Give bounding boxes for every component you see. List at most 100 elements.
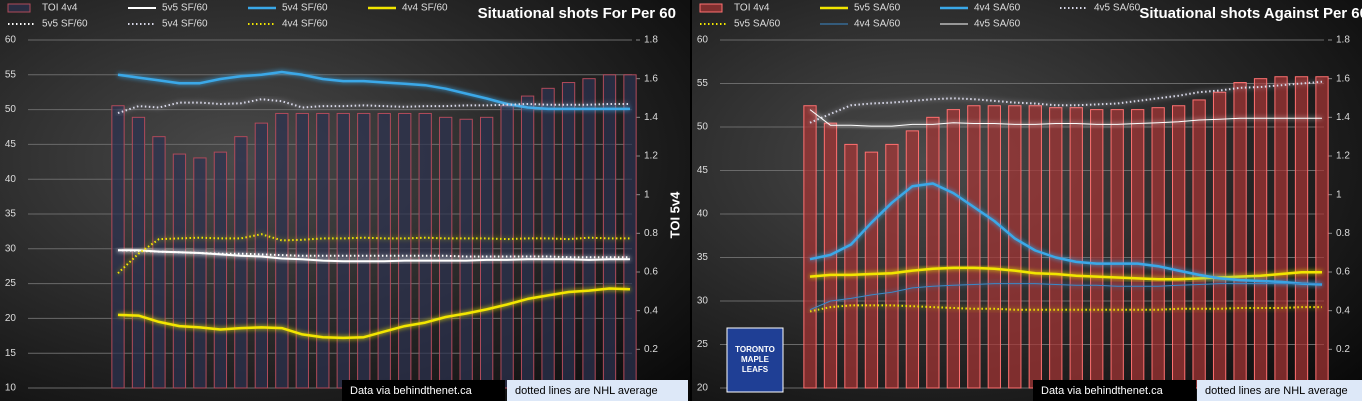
y2-tick-label: 1 xyxy=(644,189,650,200)
chart: Situational shots For Per 60 10 15 20 25 30 35… xyxy=(5,3,688,401)
bar xyxy=(357,112,371,389)
bar xyxy=(623,74,637,389)
y2-axis-label: TOI 5v4 xyxy=(1359,191,1362,239)
series-line xyxy=(117,249,630,259)
y-tick-label: 55 xyxy=(5,69,17,80)
annotation-box xyxy=(342,380,505,401)
bar xyxy=(1315,76,1329,389)
annotation-box xyxy=(1197,380,1362,401)
y-tick-label: 25 xyxy=(697,339,709,350)
y-tick-label: 15 xyxy=(5,348,17,359)
chart-title: Situational shots Against Per 60 xyxy=(1139,5,1362,22)
y-tick-label: 35 xyxy=(697,252,709,263)
annotation: Data via behindthenet.ca xyxy=(350,385,473,397)
y2-tick-label: 0.8 xyxy=(1336,228,1350,239)
bar xyxy=(500,105,514,389)
y-tick-label: 60 xyxy=(697,35,709,46)
logo-text: TORONTO xyxy=(735,345,775,354)
y2-tick-label: 1.4 xyxy=(1336,112,1350,123)
logo-text: MAPLE xyxy=(741,355,770,364)
bar xyxy=(1049,107,1063,389)
y2-tick-label: 0.8 xyxy=(644,228,658,239)
bar xyxy=(439,116,453,389)
bar xyxy=(193,157,207,389)
bar xyxy=(602,74,617,389)
bar xyxy=(213,151,228,389)
bar xyxy=(377,112,391,389)
bar xyxy=(582,78,596,389)
bar xyxy=(905,130,920,389)
annotation: dotted lines are NHL average xyxy=(1205,385,1348,397)
annotation: dotted lines are NHL average xyxy=(515,385,658,397)
bar xyxy=(1233,82,1247,389)
bar xyxy=(398,112,412,389)
legend-label: 5v5 SA/60 xyxy=(734,19,781,30)
y-tick-label: 30 xyxy=(5,243,17,254)
y-tick-label: 25 xyxy=(5,278,17,289)
bar xyxy=(316,112,330,389)
series-line xyxy=(809,182,1323,286)
series-line xyxy=(809,80,1323,124)
y-tick-label: 45 xyxy=(697,165,709,176)
bar xyxy=(1171,105,1186,389)
y-tick-label: 30 xyxy=(697,296,709,307)
y2-axis-label: TOI 5v4 xyxy=(667,191,682,239)
bar xyxy=(1110,109,1124,389)
chart-title: Situational shots For Per 60 xyxy=(478,5,676,22)
annotation: Data via behindthenet.ca xyxy=(1041,385,1164,397)
series-line xyxy=(117,233,630,274)
y2-tick-label: 1.2 xyxy=(1336,151,1350,162)
logo xyxy=(726,327,784,393)
y2-tick-label: 1.6 xyxy=(644,73,658,84)
bar xyxy=(1090,109,1104,389)
bar xyxy=(1212,91,1227,389)
series-line xyxy=(809,304,1322,313)
bar xyxy=(275,112,289,389)
bar xyxy=(234,136,248,389)
legend-label: TOI 4v4 xyxy=(734,3,770,14)
bar xyxy=(1151,107,1165,389)
chart: Situational shots Against Per 60 20 25 30 35… xyxy=(697,3,1362,401)
series-line xyxy=(809,283,1322,311)
y2-tick-label: 1 xyxy=(1336,189,1342,200)
bar xyxy=(844,143,858,389)
y-tick-label: 20 xyxy=(5,313,17,324)
y-tick-label: 60 xyxy=(5,35,17,46)
y2-tick-label: 0.2 xyxy=(644,344,658,355)
legend-label: 5v4 SF/60 xyxy=(162,19,208,30)
bar xyxy=(1131,109,1145,389)
bar xyxy=(520,95,535,389)
y2-tick-label: 1.8 xyxy=(644,35,658,46)
y2-tick-label: 1.8 xyxy=(1336,35,1350,46)
y-tick-label: 45 xyxy=(5,139,17,150)
bar xyxy=(864,151,879,389)
legend-label: 4v4 SF/60 xyxy=(402,3,448,14)
legend-label: 5v5 SF/60 xyxy=(162,3,208,14)
bar xyxy=(111,105,125,389)
legend-label: 5v5 SF/60 xyxy=(42,19,88,30)
legend-swatch xyxy=(7,3,31,13)
legend-label: 4v4 SA/60 xyxy=(854,19,901,30)
legend-label: 4v5 SA/60 xyxy=(974,19,1021,30)
bar xyxy=(987,105,1001,389)
bar xyxy=(926,116,940,389)
bar xyxy=(295,112,309,389)
y-tick-label: 20 xyxy=(697,383,709,394)
series-line xyxy=(117,70,630,111)
bar xyxy=(1294,76,1309,389)
y-tick-label: 55 xyxy=(697,78,709,89)
bar xyxy=(803,105,817,389)
bar xyxy=(479,116,494,389)
series-line xyxy=(809,266,1322,281)
series-line xyxy=(809,109,1322,127)
bar xyxy=(418,112,432,389)
y-tick-label: 50 xyxy=(697,122,709,133)
bar xyxy=(561,82,576,389)
y2-tick-label: 1.2 xyxy=(644,151,658,162)
legend-label: TOI 4v4 xyxy=(42,3,78,14)
bar xyxy=(885,143,899,389)
bar xyxy=(946,109,961,389)
bar xyxy=(1274,76,1288,389)
annotation-box xyxy=(1033,380,1196,401)
y2-tick-label: 0.4 xyxy=(1336,305,1350,316)
